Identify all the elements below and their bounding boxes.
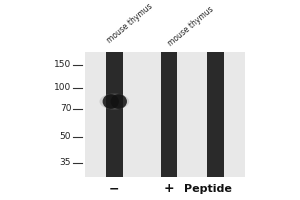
Text: −: − [109, 182, 120, 195]
Bar [207, 52, 224, 177]
Bar [85, 52, 245, 177]
Text: mouse thymus: mouse thymus [167, 5, 216, 48]
Bar [106, 52, 122, 177]
Bar [161, 52, 178, 177]
Text: 35: 35 [60, 158, 71, 167]
Ellipse shape [111, 94, 127, 109]
Text: 150: 150 [54, 60, 71, 69]
Ellipse shape [100, 93, 129, 110]
Text: mouse thymus: mouse thymus [106, 2, 155, 45]
Text: 70: 70 [60, 104, 71, 113]
Text: Peptide: Peptide [184, 184, 232, 194]
Text: 100: 100 [54, 83, 71, 92]
Text: 50: 50 [60, 132, 71, 141]
Ellipse shape [103, 94, 119, 109]
Text: +: + [164, 182, 175, 195]
